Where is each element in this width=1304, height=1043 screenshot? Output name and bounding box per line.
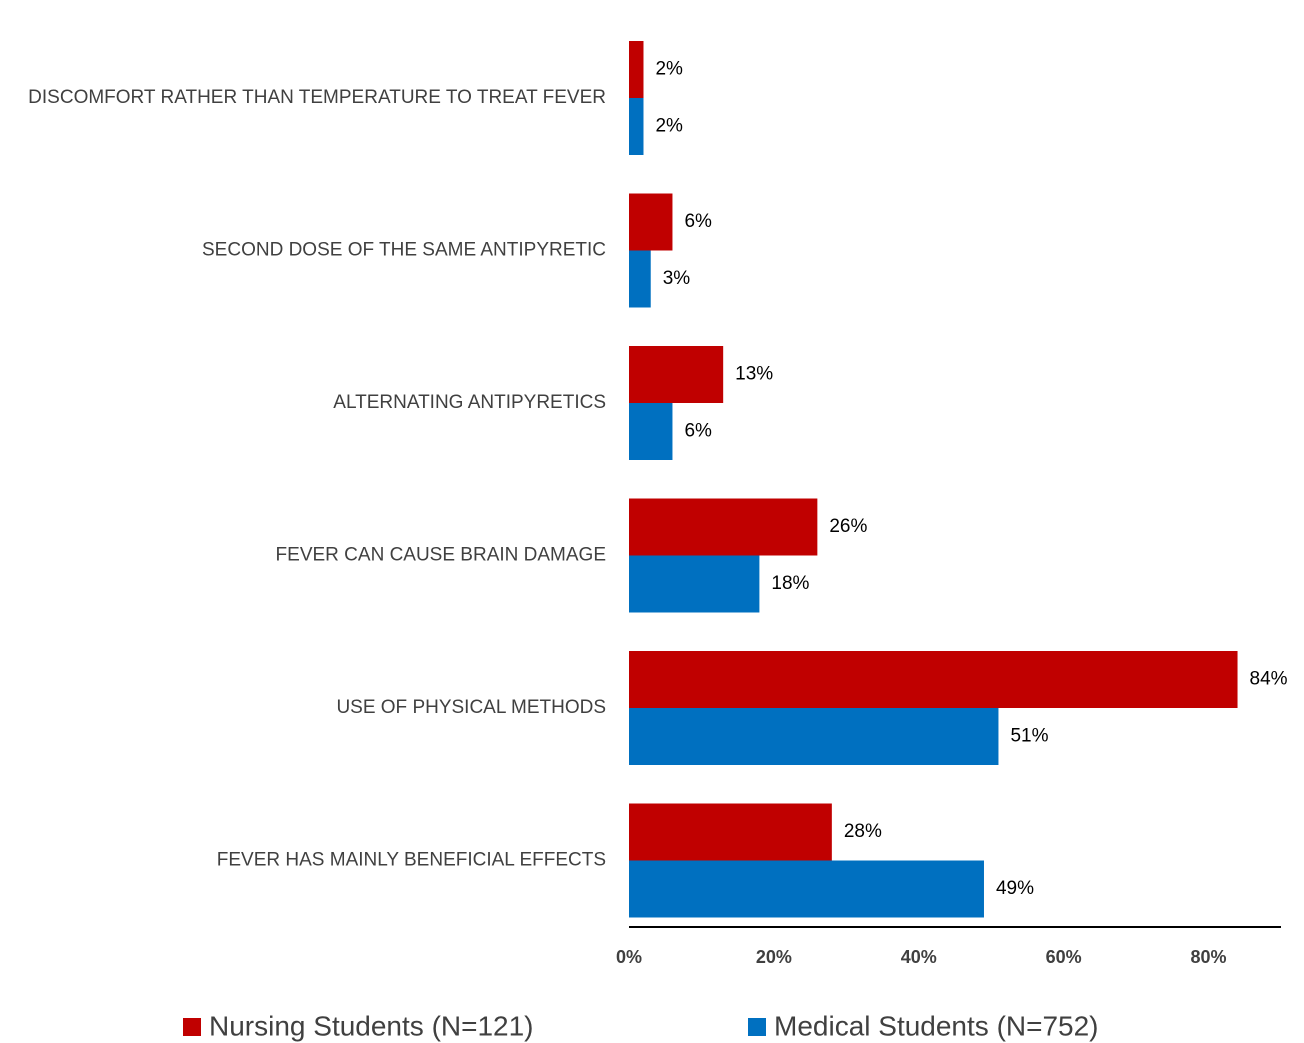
legend-label: Nursing Students (N=121) [209,1010,534,1041]
bar [629,651,1238,708]
bar [629,708,999,765]
legend-label: Medical Students (N=752) [774,1010,1099,1041]
bar [629,98,644,155]
category-label: USE OF PHYSICAL METHODS [336,697,606,718]
value-label: 3% [663,268,691,289]
x-tick-label: 40% [901,947,937,967]
value-label: 26% [829,516,867,537]
bar [629,860,984,918]
category-label: ALTERNATING ANTIPYRETICS [333,392,606,413]
value-label: 2% [655,116,683,137]
bar [629,250,651,308]
x-tick-label: 20% [756,947,792,967]
category-label: SECOND DOSE OF THE SAME ANTIPYRETIC [202,240,606,261]
legend-swatch [183,1018,201,1036]
value-label: 51% [1010,726,1048,747]
bar [629,403,673,460]
value-label: 49% [996,878,1034,899]
bar [629,498,818,556]
value-label: 28% [844,821,882,842]
value-label: 18% [771,573,809,594]
bar [629,346,724,403]
value-label: 6% [684,211,712,232]
bar [629,803,832,861]
value-label: 13% [735,364,773,385]
value-label: 2% [655,59,683,80]
bar [629,555,760,613]
category-label: FEVER CAN CAUSE BRAIN DAMAGE [276,545,606,566]
value-label: 6% [684,421,712,442]
x-tick-label: 80% [1191,947,1227,967]
x-tick-label: 60% [1046,947,1082,967]
bar [629,41,644,98]
category-label: FEVER HAS MAINLY BENEFICIAL EFFECTS [217,850,606,871]
category-label: DISCOMFORT RATHER THAN TEMPERATURE TO TR… [28,87,606,108]
legend-swatch [748,1018,766,1036]
x-tick-label: 0% [616,947,642,967]
value-label: 84% [1250,669,1288,690]
bar [629,193,673,251]
